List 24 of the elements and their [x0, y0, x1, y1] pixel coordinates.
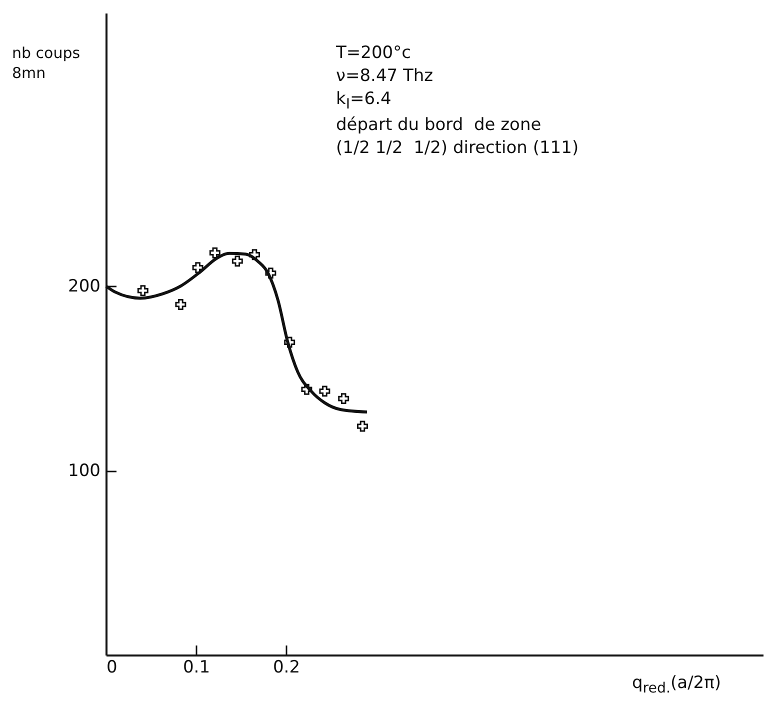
annotation: T=200°c [336, 43, 411, 63]
x-axis-title: q$_{red.}$(a/2π) [632, 672, 721, 698]
y-axis-title: nb coups 8mn [12, 44, 80, 83]
y-tick-label: 100 [68, 461, 100, 482]
point [209, 247, 220, 258]
point [338, 393, 350, 404]
x-tick-label: 0 [106, 658, 118, 678]
annotation: (1/2 1/2 1/2) direction (111) [336, 138, 579, 158]
point [265, 268, 276, 279]
point [301, 384, 312, 395]
y-tick-label: 200 [68, 276, 100, 297]
point [175, 298, 186, 310]
point [357, 420, 368, 432]
point [249, 249, 260, 260]
point [319, 386, 330, 397]
x-tick-label: 0.1 [182, 658, 210, 678]
annotation: k$_{I}$=6.4 [336, 88, 392, 112]
annotation: départ du bord de zone [336, 115, 542, 136]
x-tick-label: 0.2 [272, 658, 300, 678]
point [284, 336, 296, 348]
point [137, 285, 148, 296]
point [192, 262, 204, 274]
annotation: ν=8.47 Thz [336, 66, 434, 86]
point [232, 256, 243, 267]
